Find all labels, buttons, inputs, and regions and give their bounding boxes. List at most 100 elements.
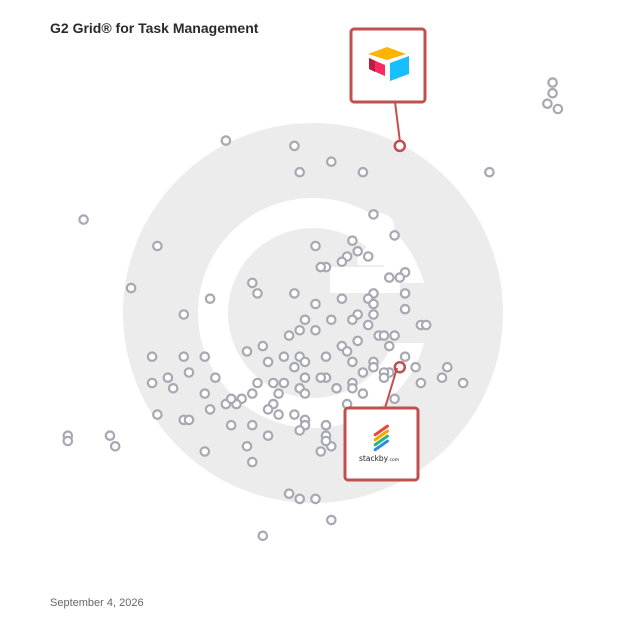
data-point[interactable]	[267, 377, 279, 389]
data-point[interactable]	[542, 98, 553, 109]
data-point[interactable]	[252, 288, 263, 299]
data-point[interactable]	[299, 314, 311, 326]
data-point[interactable]	[357, 166, 369, 178]
data-point[interactable]	[368, 298, 379, 310]
data-point[interactable]	[252, 377, 263, 389]
data-point[interactable]	[294, 166, 305, 178]
data-point[interactable]	[347, 314, 358, 326]
data-point[interactable]	[341, 346, 353, 357]
data-point[interactable]	[315, 372, 327, 383]
data-point[interactable]	[378, 372, 390, 383]
data-point[interactable]	[389, 230, 400, 241]
data-point[interactable]	[441, 361, 453, 373]
data-point[interactable]	[362, 319, 374, 331]
data-point[interactable]	[225, 393, 237, 405]
data-point[interactable]	[262, 404, 274, 415]
data-point[interactable]	[457, 377, 469, 389]
data-point[interactable]	[357, 388, 369, 399]
data-point[interactable]	[310, 240, 321, 252]
data-point[interactable]	[299, 372, 311, 383]
data-point[interactable]	[299, 388, 311, 399]
data-point[interactable]	[241, 346, 253, 357]
data-point[interactable]	[310, 298, 321, 310]
data-point[interactable]	[325, 156, 337, 167]
data-point[interactable]	[347, 356, 358, 368]
data-point[interactable]	[162, 372, 174, 383]
data-point[interactable]	[436, 372, 448, 383]
data-point[interactable]	[262, 356, 274, 368]
data-point[interactable]	[399, 303, 411, 315]
data-point[interactable]	[394, 272, 406, 283]
data-point[interactable]	[289, 409, 300, 420]
data-point[interactable]	[399, 288, 411, 299]
data-point[interactable]	[320, 419, 332, 431]
data-point[interactable]	[152, 409, 163, 420]
data-point[interactable]	[389, 330, 400, 341]
data-point[interactable]	[336, 293, 348, 304]
data-point[interactable]	[310, 493, 321, 505]
data-point[interactable]	[289, 140, 300, 152]
data-point[interactable]	[283, 330, 295, 341]
data-point[interactable]	[362, 251, 374, 262]
data-point[interactable]	[199, 351, 211, 362]
data-point[interactable]	[257, 530, 269, 542]
data-point[interactable]	[552, 103, 564, 115]
data-point[interactable]	[78, 214, 89, 225]
data-point[interactable]	[357, 367, 369, 378]
data-point[interactable]	[320, 435, 332, 447]
callout-airtable[interactable]	[349, 27, 427, 143]
data-point[interactable]	[383, 272, 395, 283]
data-point[interactable]	[178, 351, 190, 362]
data-point[interactable]	[294, 493, 305, 505]
data-point[interactable]	[152, 240, 163, 252]
data-point[interactable]	[420, 319, 432, 331]
data-point[interactable]	[62, 435, 74, 447]
data-point[interactable]	[325, 314, 337, 326]
data-point[interactable]	[199, 446, 211, 457]
data-point[interactable]	[310, 324, 321, 336]
data-point[interactable]	[294, 425, 305, 436]
data-point[interactable]	[247, 388, 258, 399]
data-point[interactable]	[352, 246, 363, 257]
data-point[interactable]	[289, 361, 300, 373]
data-point[interactable]	[315, 446, 327, 457]
data-point[interactable]	[383, 340, 395, 352]
data-point[interactable]	[146, 377, 158, 389]
data-point[interactable]	[225, 419, 237, 431]
data-point[interactable]	[178, 309, 190, 320]
data-point[interactable]	[109, 440, 121, 452]
data-point[interactable]	[347, 382, 358, 394]
data-point[interactable]	[352, 335, 363, 347]
data-point[interactable]	[210, 372, 221, 383]
data-point[interactable]	[325, 514, 337, 526]
data-point[interactable]	[278, 377, 290, 389]
data-point[interactable]	[247, 419, 258, 431]
data-point[interactable]	[289, 288, 300, 299]
data-point[interactable]	[315, 261, 327, 273]
callout-stackby[interactable]: stackby.com	[343, 367, 420, 482]
data-point[interactable]	[399, 351, 411, 362]
data-point[interactable]	[247, 277, 258, 289]
data-point[interactable]	[247, 456, 258, 468]
data-point[interactable]	[104, 430, 116, 441]
data-point[interactable]	[378, 330, 390, 341]
data-point[interactable]	[278, 351, 290, 362]
data-point[interactable]	[410, 361, 421, 373]
data-point[interactable]	[347, 235, 358, 246]
data-point[interactable]	[368, 361, 379, 373]
data-point[interactable]	[183, 414, 195, 426]
data-point[interactable]	[294, 324, 305, 336]
data-point[interactable]	[389, 393, 400, 405]
data-point[interactable]	[331, 382, 342, 394]
highlighted-point-airtable[interactable]	[393, 139, 407, 153]
data-point[interactable]	[204, 404, 216, 415]
data-point[interactable]	[146, 351, 158, 362]
data-point[interactable]	[220, 135, 232, 146]
data-point[interactable]	[262, 430, 274, 441]
data-point[interactable]	[368, 209, 379, 220]
data-point[interactable]	[368, 309, 379, 320]
data-point[interactable]	[199, 388, 211, 399]
data-point[interactable]	[484, 166, 495, 178]
data-point[interactable]	[299, 356, 311, 368]
data-point[interactable]	[241, 440, 253, 452]
